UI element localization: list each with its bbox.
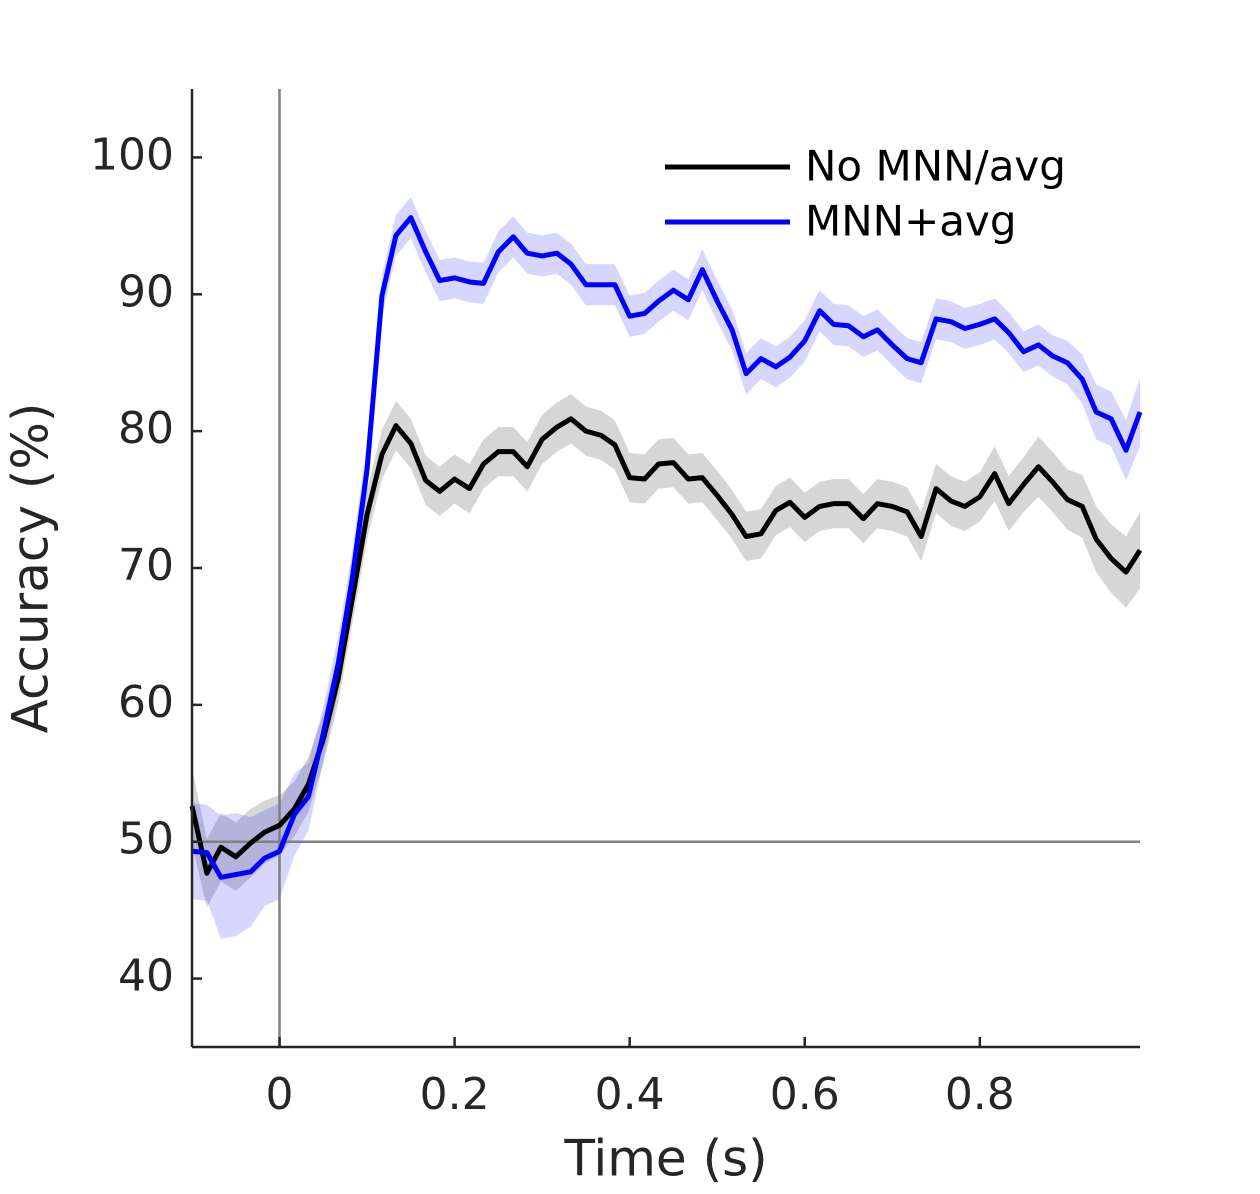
y-tick-label: 60	[118, 677, 174, 728]
x-tick-label: 0.6	[770, 1069, 840, 1120]
error-band	[192, 394, 1140, 908]
y-tick-label: 70	[118, 540, 174, 591]
y-tick-label: 50	[118, 814, 174, 865]
x-tick-label: 0.2	[420, 1069, 490, 1120]
x-tick-label: 0.8	[945, 1069, 1015, 1120]
x-axis-label: Time (s)	[563, 1130, 767, 1188]
legend-label: MNN+avg	[805, 197, 1017, 246]
x-tick-label: 0.4	[595, 1069, 665, 1120]
y-axis-label: Accuracy (%)	[2, 403, 60, 734]
y-tick-label: 40	[118, 951, 174, 1002]
line	[189, 416, 1143, 876]
line	[191, 215, 1143, 880]
x-tick-label: 0	[266, 1069, 294, 1120]
error-band	[192, 197, 1140, 939]
y-tick-label: 90	[118, 266, 174, 317]
y-tick-label: 80	[118, 403, 174, 454]
legend-label: No MNN/avg	[805, 142, 1066, 191]
y-tick-label: 100	[90, 129, 174, 180]
